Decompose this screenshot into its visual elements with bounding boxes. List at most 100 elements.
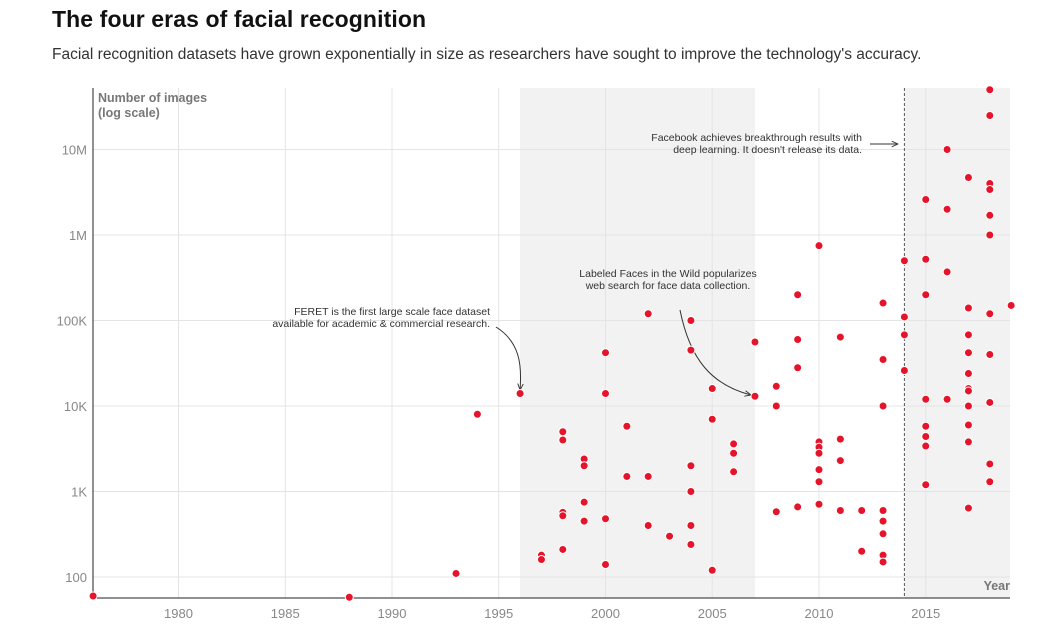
annotations: FERET is the first large scale face data… bbox=[272, 132, 898, 395]
data-point bbox=[643, 471, 653, 481]
annotation-arrow bbox=[495, 326, 521, 390]
y-tick-label: 100K bbox=[57, 314, 88, 329]
data-point bbox=[1006, 300, 1016, 310]
data-point bbox=[878, 354, 888, 364]
data-point bbox=[814, 448, 824, 458]
data-point bbox=[963, 173, 973, 183]
data-point bbox=[963, 386, 973, 396]
data-point bbox=[793, 290, 803, 300]
data-point bbox=[344, 592, 354, 602]
y-tick-label: 10K bbox=[64, 399, 87, 414]
data-point bbox=[963, 401, 973, 411]
era-band bbox=[904, 88, 1010, 598]
data-point bbox=[472, 409, 482, 419]
data-point bbox=[985, 110, 995, 120]
x-tick-label: 2000 bbox=[591, 606, 620, 621]
data-point bbox=[878, 516, 888, 526]
x-tick-label: 1985 bbox=[271, 606, 300, 621]
data-point bbox=[558, 544, 568, 554]
data-point bbox=[921, 441, 931, 451]
y-tick-label: 10M bbox=[62, 143, 87, 158]
data-point bbox=[963, 330, 973, 340]
data-point bbox=[985, 309, 995, 319]
data-point bbox=[878, 529, 888, 539]
data-point bbox=[985, 397, 995, 407]
data-point bbox=[622, 471, 632, 481]
data-point bbox=[686, 539, 696, 549]
data-points bbox=[88, 85, 1016, 602]
data-point bbox=[899, 312, 909, 322]
data-point bbox=[729, 448, 739, 458]
data-point bbox=[771, 381, 781, 391]
data-point bbox=[643, 309, 653, 319]
data-point bbox=[707, 414, 717, 424]
data-point bbox=[686, 345, 696, 355]
data-point bbox=[985, 230, 995, 240]
data-point bbox=[985, 350, 995, 360]
data-point bbox=[579, 516, 589, 526]
y-tick-label: 1M bbox=[69, 228, 87, 243]
annotation-text: Facebook achieves breakthrough results w… bbox=[651, 132, 862, 144]
data-point bbox=[88, 591, 98, 601]
data-point bbox=[707, 565, 717, 575]
y-tick-label: 100 bbox=[65, 570, 87, 585]
axes bbox=[92, 88, 1010, 599]
era-shading bbox=[520, 88, 1010, 598]
data-point bbox=[985, 210, 995, 220]
data-point bbox=[622, 421, 632, 431]
data-point bbox=[921, 254, 931, 264]
data-point bbox=[985, 477, 995, 487]
y-tick-label: 1K bbox=[71, 485, 87, 500]
data-point bbox=[985, 459, 995, 469]
data-point bbox=[878, 401, 888, 411]
data-point bbox=[686, 521, 696, 531]
data-point bbox=[921, 431, 931, 441]
annotation-text: available for academic & commercial rese… bbox=[272, 318, 490, 330]
x-tick-label: 2010 bbox=[805, 606, 834, 621]
data-point bbox=[835, 505, 845, 515]
y-axis-label: (log scale) bbox=[98, 106, 160, 120]
data-point bbox=[771, 401, 781, 411]
data-point bbox=[835, 456, 845, 466]
data-point bbox=[899, 330, 909, 340]
data-point bbox=[579, 461, 589, 471]
data-point bbox=[643, 521, 653, 531]
data-point bbox=[963, 420, 973, 430]
data-point bbox=[601, 389, 610, 399]
data-point bbox=[515, 389, 525, 399]
axis-labels: Number of images(log scale) Year bbox=[98, 91, 1010, 593]
data-point bbox=[814, 499, 824, 509]
data-point bbox=[793, 502, 803, 512]
data-point bbox=[963, 503, 973, 513]
data-point bbox=[579, 497, 589, 507]
data-point bbox=[985, 85, 995, 95]
data-point bbox=[771, 507, 781, 517]
x-tick-label: 2015 bbox=[911, 606, 940, 621]
data-point bbox=[963, 348, 973, 358]
data-point bbox=[878, 557, 888, 567]
data-point bbox=[601, 560, 610, 570]
annotation-text: FERET is the first large scale face data… bbox=[294, 306, 490, 318]
data-point bbox=[921, 195, 931, 205]
data-point bbox=[963, 368, 973, 378]
x-tick-label: 1990 bbox=[378, 606, 407, 621]
data-point bbox=[686, 487, 696, 496]
data-point bbox=[729, 439, 739, 449]
data-point bbox=[963, 437, 973, 447]
annotation-arrow bbox=[679, 309, 751, 395]
data-point bbox=[750, 391, 760, 401]
data-point bbox=[878, 505, 888, 515]
y-axis-label: Number of images bbox=[98, 91, 207, 105]
data-point bbox=[665, 531, 675, 541]
data-point bbox=[921, 480, 931, 490]
era-band bbox=[520, 88, 755, 598]
annotation-text: web search for face data collection. bbox=[585, 280, 751, 292]
data-point bbox=[793, 363, 803, 373]
chart-subtitle: Facial recognition datasets have grown e… bbox=[52, 46, 922, 63]
data-point bbox=[729, 467, 739, 477]
data-point bbox=[942, 204, 952, 214]
data-point bbox=[686, 316, 696, 325]
data-point bbox=[558, 511, 568, 521]
chart-title: The four eras of facial recognition bbox=[52, 6, 427, 32]
